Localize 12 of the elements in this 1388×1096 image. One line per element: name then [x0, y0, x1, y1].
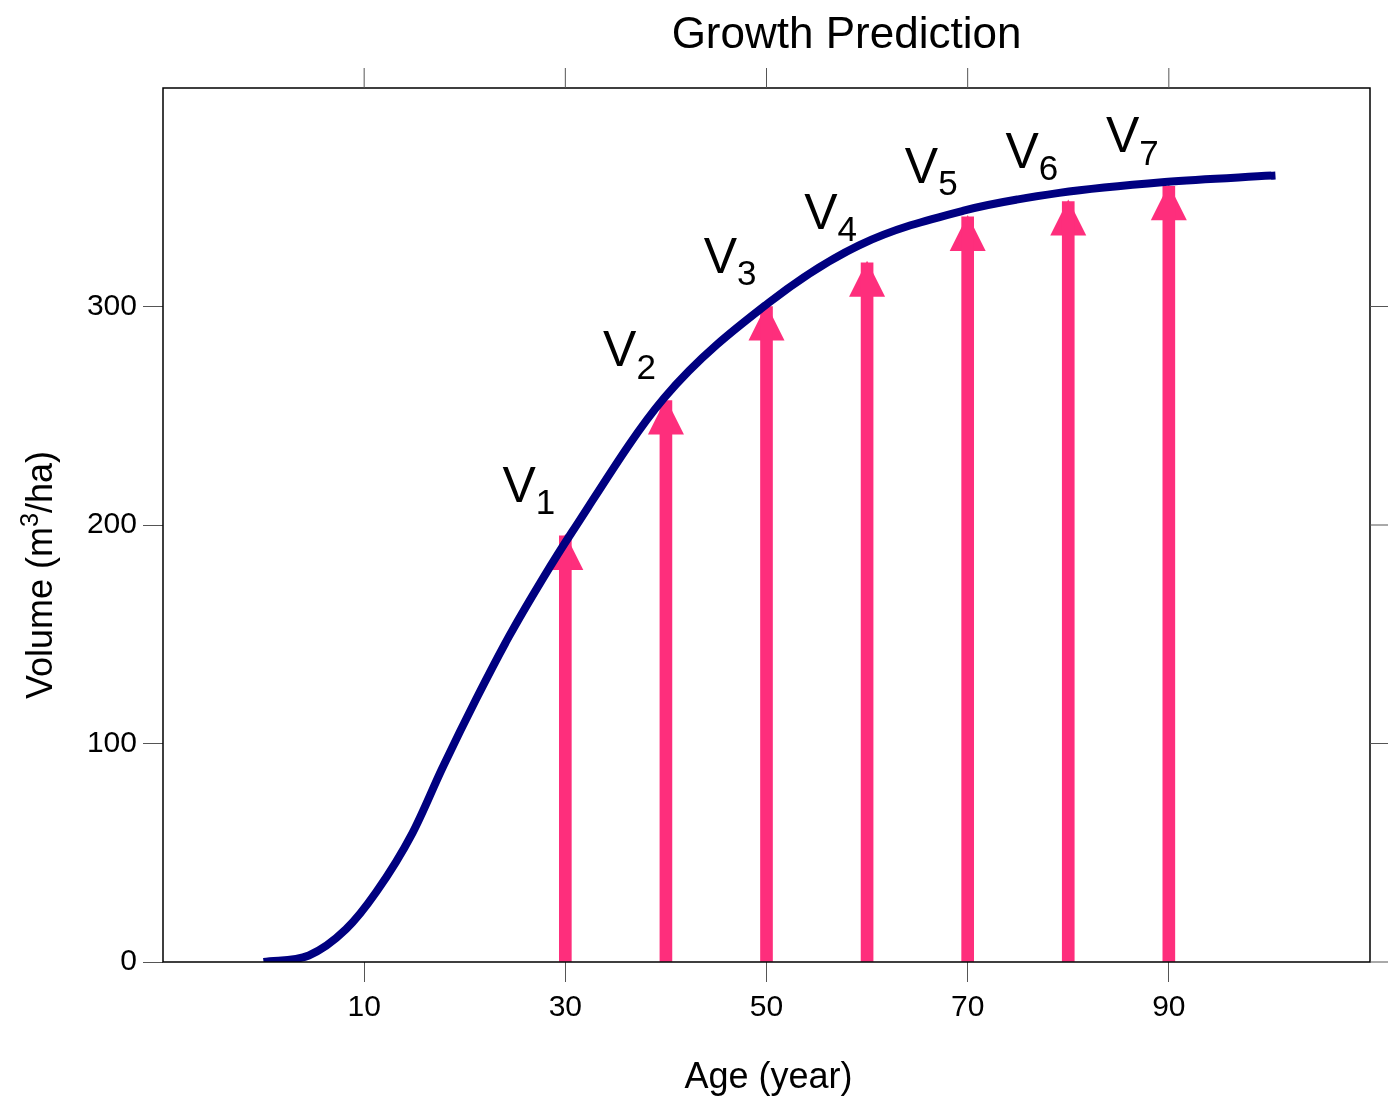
y-tick-label: 300: [86, 287, 137, 321]
y-tick-label: 0: [120, 943, 137, 977]
chart-title: Growth Prediction: [671, 8, 1022, 57]
x-tick-label: 70: [950, 989, 985, 1023]
x-tick-label: 10: [347, 989, 381, 1023]
x-tick-label: 90: [1152, 989, 1186, 1023]
x-tick-label: 50: [749, 989, 784, 1023]
y-axis-title: Volume (m3/ha): [14, 450, 60, 700]
y-tick-label: 200: [86, 506, 137, 540]
x-axis-title: Age (year): [684, 1055, 853, 1096]
y-tick-label: 100: [86, 724, 137, 758]
x-tick-label: 30: [548, 989, 583, 1023]
